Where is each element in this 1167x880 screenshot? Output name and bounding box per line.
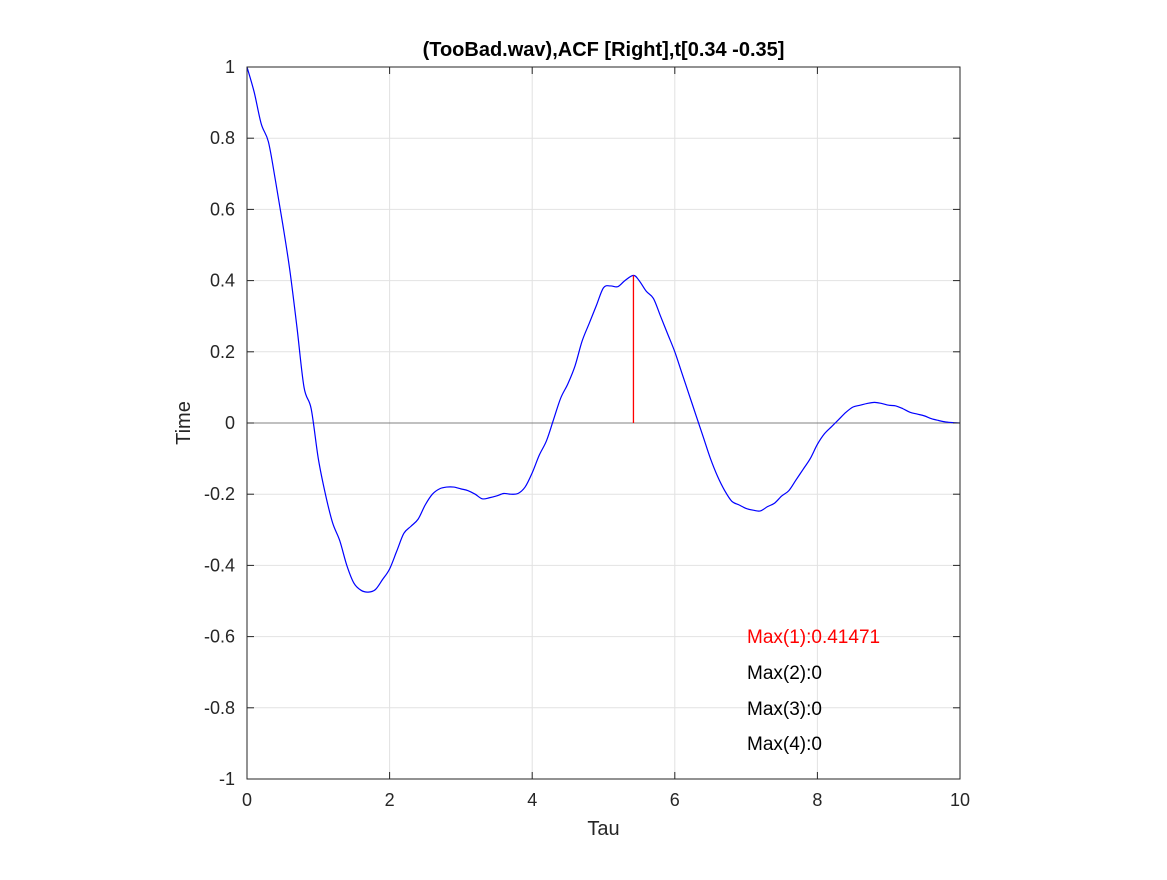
y-tick-label: 0.6 <box>210 199 235 219</box>
y-tick-label: 0.4 <box>210 271 235 291</box>
chart-title: (TooBad.wav),ACF [Right],t[0.34 -0.35] <box>423 39 785 61</box>
x-tick-label: 8 <box>812 790 822 810</box>
y-tick-label: 0.8 <box>210 128 235 148</box>
annotation-max-3: Max(3):0 <box>747 699 822 720</box>
axis-ticks <box>246 66 961 780</box>
y-tick-label: -0.6 <box>204 627 235 647</box>
x-tick-label: 0 <box>242 790 252 810</box>
y-tick-label: -0.4 <box>204 555 235 575</box>
max-annotations: Max(1):0.41471 Max(2):0 Max(3):0 Max(4):… <box>747 627 880 755</box>
x-tick-labels: 0 2 4 6 8 10 <box>242 790 970 810</box>
y-axis-label: Time <box>173 401 195 445</box>
y-tick-label: 1 <box>225 57 235 77</box>
y-tick-label: -1 <box>219 769 235 789</box>
x-tick-label: 4 <box>527 790 537 810</box>
y-tick-label: 0.2 <box>210 342 235 362</box>
acf-series-line <box>246 66 961 593</box>
y-tick-label: 0 <box>225 413 235 433</box>
x-tick-label: 10 <box>950 790 970 810</box>
y-tick-labels: -1 -0.8 -0.6 -0.4 -0.2 0 0.2 0.4 0.6 0.8 1 <box>204 57 235 789</box>
y-tick-label: -0.2 <box>204 484 235 504</box>
y-tick-label: -0.8 <box>204 698 235 718</box>
annotation-max-2: Max(2):0 <box>747 663 822 684</box>
x-tick-label: 2 <box>385 790 395 810</box>
x-axis-label: Tau <box>587 818 619 840</box>
x-tick-label: 6 <box>670 790 680 810</box>
annotation-max-4: Max(4):0 <box>747 734 822 755</box>
annotation-max-1: Max(1):0.41471 <box>747 627 880 648</box>
grid <box>246 66 961 780</box>
